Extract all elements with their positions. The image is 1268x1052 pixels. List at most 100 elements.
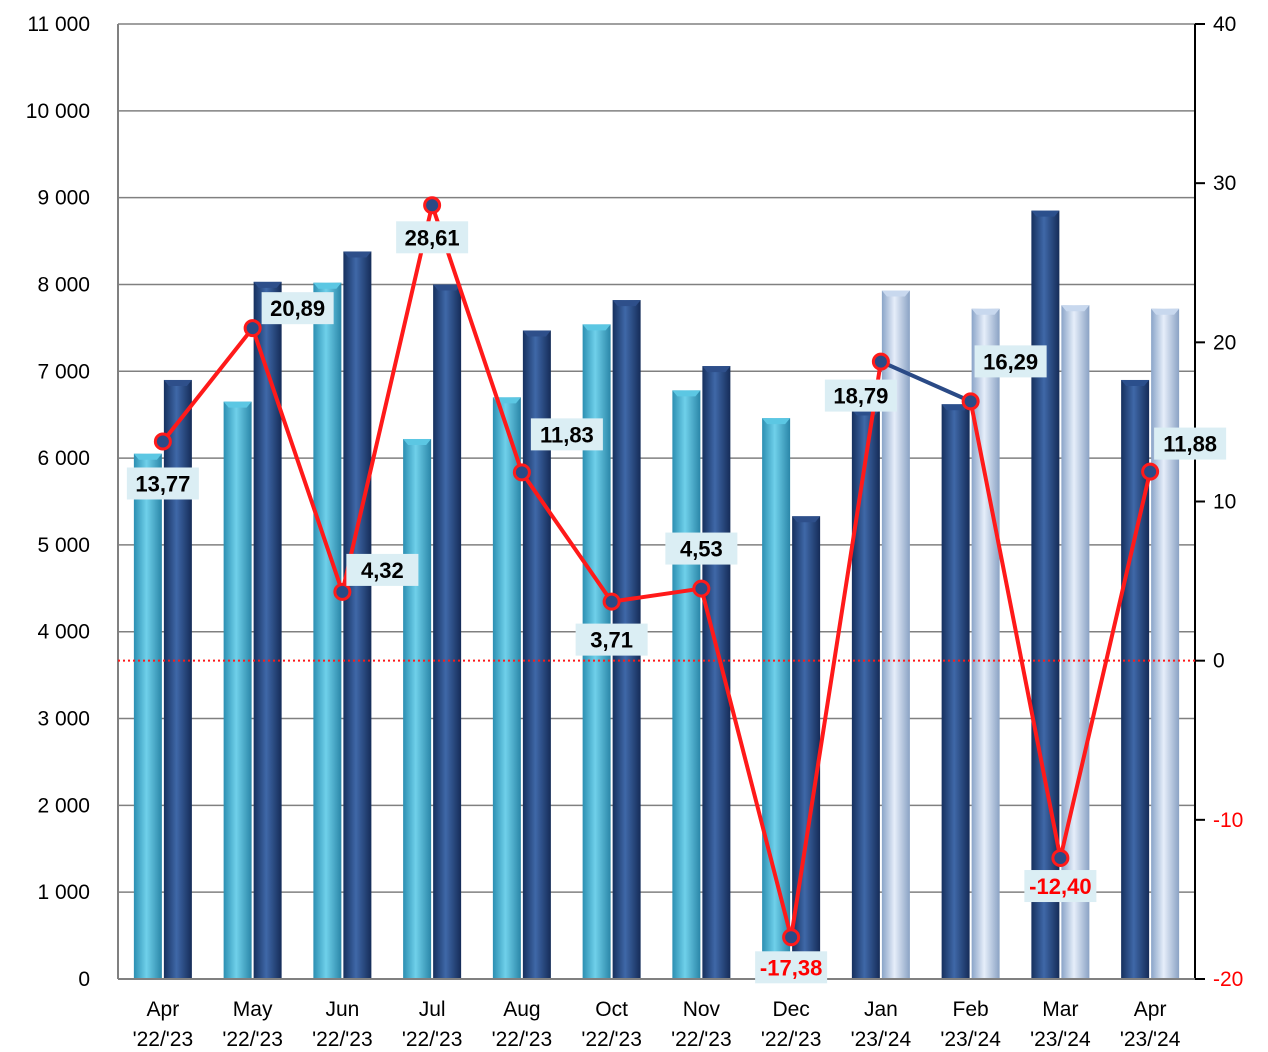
data-label-bg [665, 532, 738, 565]
bar-cap [702, 366, 731, 373]
x-tick-label-year: '22/'23 [402, 1028, 463, 1051]
x-tick-label-year: '22/'23 [492, 1028, 553, 1051]
line-marker [512, 463, 531, 482]
x-tick-label-year: '22/'23 [581, 1028, 642, 1051]
data-label-bg [824, 379, 897, 412]
x-tick-label-year: '23/'24 [851, 1028, 912, 1051]
bar-cap [223, 401, 252, 408]
y-right-tick-label: 20 [1213, 331, 1236, 354]
bar-cap [1031, 210, 1060, 217]
bar-cap [672, 390, 701, 397]
x-tick-label-month: Nov [683, 998, 721, 1021]
x-tick-label-month: Apr [147, 998, 180, 1021]
y-left-tick-label: 10 000 [26, 100, 90, 123]
line-segment [789, 359, 883, 940]
bar-series-1 [762, 418, 791, 979]
line-marker [602, 592, 621, 611]
x-tick-label-year: '23/'24 [940, 1028, 1001, 1051]
x-tick-label-month: Mar [1042, 998, 1078, 1021]
data-label-bg [1154, 427, 1227, 460]
data-label: 20,89 [270, 296, 325, 321]
y-right-tick-label: -20 [1213, 968, 1243, 991]
data-label: 18,79 [833, 384, 888, 409]
line-segment [519, 470, 614, 604]
data-label-bg [261, 292, 334, 325]
line-segment [699, 586, 794, 940]
x-tick-label-year: '22/'23 [761, 1028, 822, 1051]
line-segment [340, 203, 435, 594]
line-marker [1141, 462, 1160, 481]
y-right-tick-label: 10 [1213, 491, 1236, 514]
data-label-bg [346, 553, 419, 586]
bar-series-1 [492, 397, 521, 979]
data-label: -17,38 [760, 955, 822, 980]
line-segment [609, 586, 704, 604]
x-tick-label-year: '22/'23 [222, 1028, 283, 1051]
y-right-tick-label: 0 [1213, 650, 1225, 673]
bar-series-1 [851, 409, 880, 979]
axes: 0 1 000 2 000 3 000 4 000 5 000 6 000 7 000 8 00… [26, 13, 1244, 1051]
data-label-bg [396, 221, 469, 254]
bar-series-2 [433, 284, 462, 979]
data-label: 11,88 [1163, 432, 1217, 457]
bar-cap [163, 379, 192, 386]
y-left-tick-label: 6 000 [37, 447, 90, 470]
y-right-tick-label: 40 [1213, 13, 1236, 36]
bar-cap [133, 453, 162, 460]
line-marker [961, 392, 980, 411]
line-segment [160, 326, 255, 444]
bar-series-2 [702, 366, 731, 980]
bar-series-1 [1121, 379, 1150, 979]
bar-series-2 [971, 308, 1000, 979]
bar-cap [971, 308, 1000, 315]
line-segment [250, 326, 345, 594]
x-tick-label-year: '22/'23 [133, 1028, 194, 1051]
bar-cap [313, 282, 342, 289]
line-segment [968, 399, 1063, 861]
bar-cap [881, 290, 910, 297]
data-label-bg [1024, 870, 1097, 903]
data-label-bg [755, 951, 828, 984]
x-tick-label-year: '23/'24 [1030, 1028, 1091, 1051]
y-left-tick-label: 0 [78, 968, 90, 991]
y-left-tick-label: 2 000 [37, 794, 90, 817]
bar-cap [253, 281, 282, 288]
y-left-tick-label: 5 000 [37, 534, 90, 557]
data-label: 4,53 [680, 537, 723, 562]
data-label: 4,32 [361, 558, 404, 583]
x-tick-label-month: Oct [595, 998, 628, 1021]
bar-cap [522, 330, 551, 337]
bar-series-1 [223, 401, 252, 980]
x-tick-label-month: Aug [503, 998, 540, 1021]
bar-series-1 [133, 453, 162, 979]
data-label: 13,77 [135, 471, 190, 496]
x-tick-label-month: Jan [864, 998, 898, 1021]
data-labels: 13,77 20,89 4,32 28,61 11,83 3,71 4,53 -17,38 18… [126, 221, 1227, 984]
bar-series-2 [1151, 308, 1180, 979]
bar-cap [403, 438, 432, 445]
x-tick-label-month: Dec [772, 998, 809, 1021]
line-segment [1058, 469, 1153, 861]
line-marker [153, 432, 172, 451]
line-segment [878, 359, 973, 404]
line-marker [782, 928, 801, 947]
bar-cap [433, 284, 462, 291]
line-marker [423, 196, 442, 215]
y-right-tick-label: -10 [1213, 809, 1243, 832]
y-left-tick-label: 11 000 [27, 13, 90, 36]
data-label-bg [126, 467, 199, 500]
data-label: 16,29 [983, 349, 1038, 374]
line-marker [333, 582, 352, 601]
y-left-tick-label: 8 000 [37, 273, 90, 296]
bar-cap [1061, 305, 1090, 312]
x-tick-label-month: May [233, 998, 273, 1021]
bar-series-1 [313, 282, 342, 980]
bar-series-1 [672, 390, 701, 979]
data-label-bg [575, 623, 648, 656]
bar-cap [343, 251, 372, 258]
bar-series-1 [403, 438, 432, 979]
bar-cap [612, 300, 641, 307]
data-label: 3,71 [590, 628, 633, 653]
bar-series-1 [941, 404, 970, 979]
